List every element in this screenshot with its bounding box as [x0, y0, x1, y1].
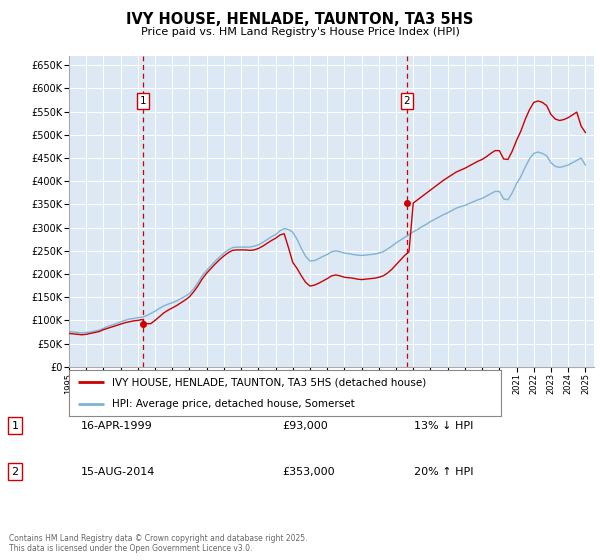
- Text: Price paid vs. HM Land Registry's House Price Index (HPI): Price paid vs. HM Land Registry's House …: [140, 27, 460, 37]
- Text: 13% ↓ HPI: 13% ↓ HPI: [414, 421, 473, 431]
- Text: 1: 1: [11, 421, 19, 431]
- Text: Contains HM Land Registry data © Crown copyright and database right 2025.
This d: Contains HM Land Registry data © Crown c…: [9, 534, 308, 553]
- Text: IVY HOUSE, HENLADE, TAUNTON, TA3 5HS: IVY HOUSE, HENLADE, TAUNTON, TA3 5HS: [127, 12, 473, 27]
- Text: 2: 2: [11, 466, 19, 477]
- Text: 1: 1: [140, 96, 146, 106]
- Text: 2: 2: [403, 96, 410, 106]
- Text: 16-APR-1999: 16-APR-1999: [81, 421, 153, 431]
- Text: 20% ↑ HPI: 20% ↑ HPI: [414, 466, 473, 477]
- Text: IVY HOUSE, HENLADE, TAUNTON, TA3 5HS (detached house): IVY HOUSE, HENLADE, TAUNTON, TA3 5HS (de…: [112, 377, 427, 388]
- Text: £93,000: £93,000: [282, 421, 328, 431]
- Text: HPI: Average price, detached house, Somerset: HPI: Average price, detached house, Some…: [112, 399, 355, 409]
- Text: £353,000: £353,000: [282, 466, 335, 477]
- Text: 15-AUG-2014: 15-AUG-2014: [81, 466, 155, 477]
